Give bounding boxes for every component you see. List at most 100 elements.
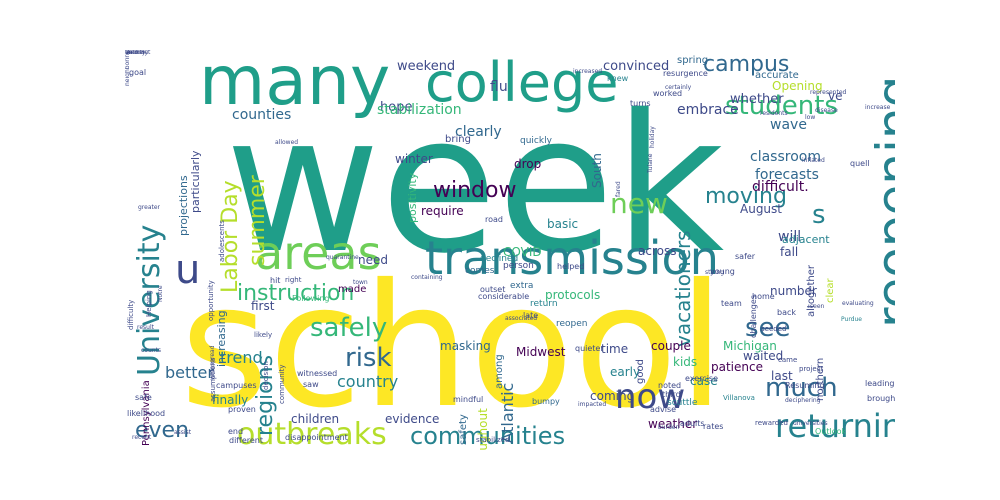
word: recent	[132, 434, 152, 441]
word: returning	[775, 407, 895, 445]
word: outbreaks	[237, 417, 387, 450]
word: increased	[573, 68, 603, 75]
word: particularly	[189, 150, 202, 213]
word: coming	[590, 389, 635, 403]
word: return	[530, 299, 558, 309]
word: campus	[703, 52, 790, 77]
word: areas	[255, 226, 382, 280]
word: community	[278, 364, 286, 404]
word: scuttle	[667, 398, 698, 408]
word: winter	[395, 152, 433, 166]
word: many	[199, 50, 391, 121]
word: came	[778, 356, 798, 364]
word: moving	[705, 184, 787, 209]
word: different	[229, 436, 263, 445]
word: hit	[270, 276, 281, 285]
word: helped	[557, 262, 585, 271]
word: whether	[730, 92, 784, 107]
word-cloud: week school many college transmission areas re…	[125, 50, 895, 450]
word: much	[765, 373, 838, 403]
word: knew	[607, 74, 629, 83]
word: assumptions	[209, 357, 217, 402]
word: challenges	[749, 295, 758, 338]
word: opportunity	[207, 280, 215, 321]
word: Resuming	[785, 381, 825, 390]
word: risk	[345, 343, 392, 373]
word: clearly	[455, 124, 502, 140]
word: unlikely	[125, 50, 149, 56]
word: greater	[138, 204, 161, 211]
word: across	[638, 244, 677, 258]
word: reopening	[866, 75, 895, 328]
word: now	[615, 377, 686, 417]
word: residents	[760, 110, 788, 117]
word: COVID	[503, 245, 542, 259]
word: new	[610, 187, 668, 220]
word: holiday	[649, 126, 656, 148]
word: right	[285, 276, 302, 284]
word: assist	[174, 429, 192, 436]
word: noted	[658, 381, 682, 390]
word: projections	[177, 175, 190, 236]
word: goal	[129, 68, 147, 77]
word: Outlook	[815, 427, 847, 436]
word: quell	[850, 159, 870, 168]
word: communities	[410, 422, 566, 450]
word: basic	[547, 217, 579, 231]
word: likely	[254, 331, 273, 339]
word: result	[137, 324, 154, 331]
word: s	[812, 200, 826, 230]
word: counts	[141, 347, 162, 354]
word: low	[805, 114, 816, 121]
word: accurate	[755, 70, 799, 81]
word: late	[523, 311, 539, 320]
word: classroom	[750, 149, 821, 165]
word: leading	[865, 379, 895, 388]
word: Midwest	[516, 345, 566, 359]
word: protocols	[545, 288, 601, 302]
word: window	[433, 178, 517, 203]
word: drop	[514, 157, 542, 171]
word: safely	[310, 313, 388, 343]
word: college	[425, 51, 619, 114]
word: case	[690, 374, 718, 388]
word: Tulane	[647, 153, 654, 173]
word: town	[353, 279, 368, 286]
word: school	[180, 248, 726, 446]
word: third	[662, 390, 681, 399]
word: evidence	[385, 412, 440, 426]
word: likelihood	[127, 409, 166, 418]
word: students	[725, 91, 838, 121]
word: team	[721, 299, 742, 308]
word: Notre	[157, 285, 164, 302]
word: kids	[673, 355, 698, 369]
word: turns	[630, 99, 651, 108]
word: rates	[703, 422, 724, 431]
word: Vermont	[125, 50, 151, 56]
word: South	[590, 153, 604, 188]
word: advise	[650, 405, 677, 414]
word: fall	[780, 245, 799, 259]
word: trend	[220, 348, 263, 367]
word: wave	[770, 117, 807, 133]
word: clear	[825, 278, 836, 303]
word: good	[635, 359, 646, 384]
word: bumpy	[532, 397, 560, 406]
word: weekend	[397, 59, 456, 74]
word: certainly	[665, 84, 692, 91]
word: lead	[125, 50, 138, 56]
word: finally	[212, 393, 249, 407]
word: see	[745, 313, 791, 343]
word: brought	[867, 394, 895, 403]
word: outset	[480, 285, 506, 294]
word: couple	[651, 339, 691, 353]
word: Villanova	[723, 394, 755, 402]
word: among	[494, 354, 505, 389]
word: young	[710, 267, 735, 276]
word: spring	[677, 55, 709, 66]
word: last	[771, 369, 793, 383]
word: first	[251, 299, 275, 313]
word: stabilized	[476, 436, 510, 444]
word: back	[777, 308, 797, 317]
word: seeded	[761, 325, 787, 333]
